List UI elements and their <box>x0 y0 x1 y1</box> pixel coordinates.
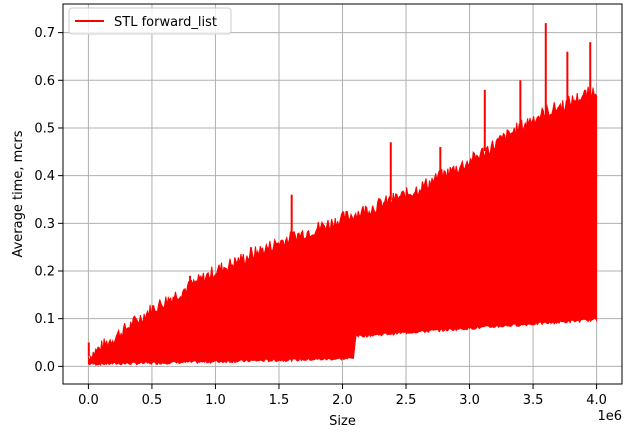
x-tick-label: 0.0 <box>78 393 99 408</box>
x-tick-label: 2.0 <box>332 393 353 408</box>
y-tick-label: 0.6 <box>34 74 55 89</box>
x-axis-ticks: 0.0 0.5 1.0 1.5 2.0 2.5 3.0 3.5 4.0 <box>78 384 607 408</box>
x-axis-offset-label: 1e6 <box>597 409 622 424</box>
legend: STL forward_list <box>68 7 232 35</box>
legend-entry-stl-forward-list: STL forward_list <box>114 15 217 30</box>
series-stl-forward-list <box>87 23 598 366</box>
y-axis-label: Average time, mcrs <box>11 130 26 257</box>
y-tick-label: 0.0 <box>34 360 55 375</box>
legend-box <box>68 7 232 35</box>
y-tick-label: 0.2 <box>34 265 55 280</box>
x-tick-label: 4.0 <box>586 393 607 408</box>
x-tick-label: 2.5 <box>396 393 417 408</box>
x-tick-label: 0.5 <box>142 393 163 408</box>
y-axis-ticks: 0.0 0.1 0.2 0.3 0.4 0.5 0.6 0.7 <box>34 26 63 375</box>
x-tick-label: 3.0 <box>459 393 480 408</box>
y-tick-label: 0.1 <box>34 312 55 327</box>
y-tick-label: 0.7 <box>34 26 55 41</box>
series-band <box>87 86 598 366</box>
y-tick-label: 0.5 <box>34 121 55 136</box>
x-axis-label: Size <box>329 414 356 429</box>
spikes <box>87 23 592 357</box>
x-tick-label: 1.0 <box>205 393 226 408</box>
y-tick-label: 0.4 <box>34 169 55 184</box>
x-tick-label: 1.5 <box>269 393 290 408</box>
y-tick-label: 0.3 <box>34 217 55 232</box>
x-tick-label: 3.5 <box>523 393 544 408</box>
